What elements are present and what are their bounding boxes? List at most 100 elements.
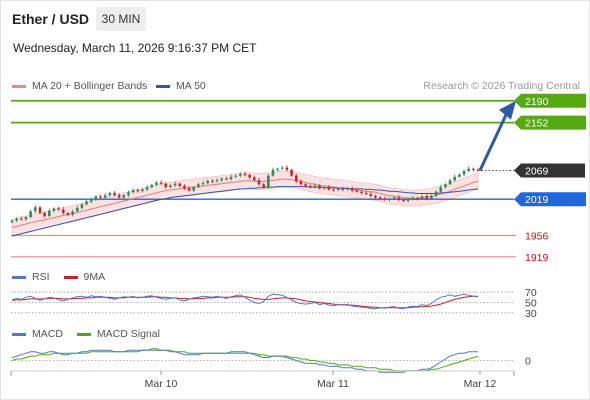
candle-body xyxy=(57,208,60,210)
candle-body xyxy=(71,211,74,215)
candle xyxy=(220,177,223,182)
candle xyxy=(225,176,228,181)
candle-body xyxy=(350,188,354,191)
rsi-ma-swatch-icon xyxy=(63,275,78,279)
current-price-tag-text: 2069 xyxy=(525,165,549,177)
candle-body xyxy=(434,191,438,196)
pivot-tag-box-2019 xyxy=(514,192,586,207)
candle-body xyxy=(169,185,172,188)
x-tick-label: Mar 10 xyxy=(145,378,178,390)
candle xyxy=(364,191,368,196)
candle xyxy=(472,167,475,172)
candle xyxy=(392,195,396,200)
candle-body xyxy=(262,184,265,188)
candle-body xyxy=(178,183,182,186)
candle-body xyxy=(374,195,377,198)
candle xyxy=(20,216,23,221)
candle xyxy=(308,184,312,189)
candle-body xyxy=(108,192,112,196)
candle xyxy=(430,194,433,200)
candle-body xyxy=(52,208,56,211)
candle xyxy=(52,207,56,213)
candle xyxy=(322,185,326,191)
candle xyxy=(262,183,265,189)
timeframe-button[interactable]: 30 MIN xyxy=(96,7,146,31)
candle xyxy=(178,182,182,188)
candle-body xyxy=(346,188,349,190)
candle-body xyxy=(136,190,140,192)
research-credit: Research © 2026 Trading Central xyxy=(423,80,580,92)
resistance-tag-text-2152: 2152 xyxy=(525,118,549,130)
candle-body xyxy=(197,184,200,188)
candle-body xyxy=(406,199,410,201)
candle-body xyxy=(448,180,452,185)
resistance-tag-text-2190: 2190 xyxy=(525,96,549,108)
candle-body xyxy=(294,175,298,182)
candle xyxy=(75,205,79,213)
candle xyxy=(448,178,452,186)
candle-body xyxy=(183,185,186,189)
candle-body xyxy=(85,201,88,205)
candle xyxy=(122,194,126,199)
candle xyxy=(439,184,443,193)
candle xyxy=(276,167,279,172)
candle-body xyxy=(159,182,163,184)
candle-body xyxy=(117,195,121,198)
macd-tick-0: 0 xyxy=(525,356,531,368)
candle xyxy=(406,197,410,203)
candle xyxy=(89,197,93,204)
candle xyxy=(229,174,233,181)
candle xyxy=(38,206,42,215)
macd-line xyxy=(11,348,478,373)
candle-body xyxy=(313,185,317,188)
rsi-tick-50: 50 xyxy=(525,298,537,310)
candle-body xyxy=(89,199,93,202)
candle-body xyxy=(397,197,401,200)
candle-body xyxy=(276,168,279,170)
candle xyxy=(360,190,363,195)
candle-body xyxy=(416,198,419,200)
candle-body xyxy=(141,189,144,192)
candle-body xyxy=(318,185,321,189)
instrument-title: Ether / USD xyxy=(12,11,90,27)
legend-rsi: RSI 9MA xyxy=(12,271,105,283)
candle xyxy=(304,183,307,188)
candle-body xyxy=(248,175,251,178)
candle xyxy=(47,208,51,218)
candle xyxy=(94,195,98,201)
candle xyxy=(155,180,158,187)
candle-body xyxy=(425,196,429,199)
candle xyxy=(131,187,135,194)
candle-body xyxy=(94,196,98,200)
candle-body xyxy=(155,182,158,185)
candle xyxy=(239,172,242,178)
candle-body xyxy=(229,176,233,180)
candle-body xyxy=(24,217,28,220)
candle xyxy=(103,192,107,199)
resistance-tag-box-2152 xyxy=(514,115,586,130)
candle-body xyxy=(10,220,14,223)
candle xyxy=(183,184,186,191)
candle-body xyxy=(201,183,205,185)
candle xyxy=(336,187,340,192)
candle xyxy=(467,166,470,173)
candle-body xyxy=(43,213,46,216)
candle xyxy=(10,219,14,224)
candle xyxy=(127,190,130,197)
candle xyxy=(411,195,415,201)
candle-body xyxy=(20,218,23,220)
projection-arrowhead-icon xyxy=(499,100,516,120)
legend-rsi-ma-label: 9MA xyxy=(83,271,106,283)
candle xyxy=(57,206,60,211)
candle xyxy=(187,185,191,192)
rsi-ma-line xyxy=(11,295,478,309)
candle-body xyxy=(220,178,223,181)
pivot-tag-2019: 2019 xyxy=(514,192,586,207)
candle-body xyxy=(369,194,373,196)
candle-body xyxy=(467,168,470,172)
candle-body xyxy=(458,174,461,177)
legend-macd-label: MACD xyxy=(32,328,63,340)
candle-body xyxy=(402,199,405,201)
legend-ma50: MA 50 xyxy=(156,80,206,92)
candle-body xyxy=(453,176,456,181)
